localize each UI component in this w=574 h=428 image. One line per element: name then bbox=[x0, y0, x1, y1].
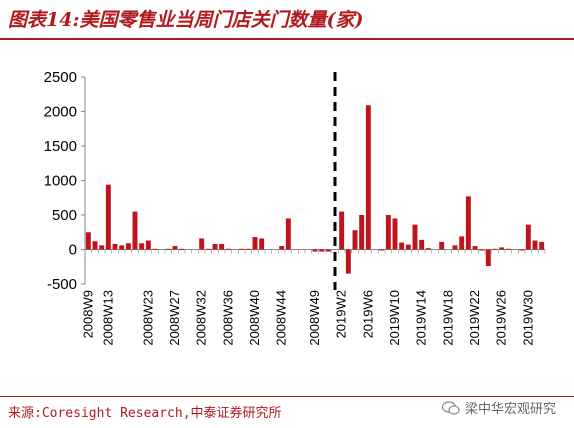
watermark: 梁中华宏观研究 bbox=[441, 398, 556, 417]
bar bbox=[379, 249, 385, 251]
y-tick-label: -500 bbox=[47, 276, 77, 293]
bar bbox=[145, 240, 151, 250]
bar bbox=[92, 241, 98, 250]
source-note: 来源:Coresight Research,中泰证券研究所 bbox=[8, 406, 282, 421]
title-bar: 图表14:美国零售业当周门店关门数量(家) bbox=[0, 0, 574, 40]
bar bbox=[105, 184, 111, 250]
bar bbox=[519, 249, 525, 251]
bar bbox=[479, 249, 485, 251]
x-tick-label: 2019W14 bbox=[414, 290, 429, 346]
bar bbox=[259, 238, 265, 250]
bar bbox=[385, 215, 391, 250]
bar-chart: -500 0 500 1000 1500 2000 2500 2008W9 2008W13 200… bbox=[44, 69, 546, 346]
bar bbox=[325, 249, 331, 252]
x-tick-label: 2008W40 bbox=[247, 290, 262, 346]
bar bbox=[219, 243, 225, 250]
bar bbox=[285, 218, 291, 250]
bar bbox=[152, 248, 158, 250]
bar bbox=[439, 241, 445, 250]
bar bbox=[412, 224, 418, 250]
bar bbox=[172, 246, 178, 250]
x-tick-label: 2008W49 bbox=[307, 290, 322, 346]
y-tick-label: 500 bbox=[52, 207, 77, 224]
bar bbox=[539, 241, 545, 250]
x-tick-label: 2008W36 bbox=[220, 290, 235, 346]
bar bbox=[505, 248, 511, 250]
bar bbox=[319, 249, 325, 252]
bar bbox=[525, 224, 531, 250]
bar bbox=[239, 248, 245, 250]
bar bbox=[352, 230, 358, 250]
bar bbox=[132, 211, 138, 250]
y-tick-label: 2000 bbox=[44, 104, 77, 121]
x-tick-label: 2019W10 bbox=[387, 290, 402, 346]
bar bbox=[112, 243, 118, 250]
x-tick-label: 2019W30 bbox=[520, 290, 535, 346]
bar bbox=[339, 211, 345, 250]
bar bbox=[459, 236, 465, 250]
x-tick-label: 2008W13 bbox=[100, 290, 115, 346]
bar bbox=[392, 218, 398, 250]
x-tick-label: 2008W9 bbox=[80, 290, 95, 338]
x-tick-label: 2008W44 bbox=[274, 290, 289, 346]
x-tick-label: 2019W6 bbox=[360, 290, 375, 338]
footer-divider bbox=[0, 396, 574, 397]
bar bbox=[139, 243, 145, 250]
bar bbox=[419, 239, 425, 250]
bar bbox=[472, 246, 478, 250]
y-tick-label: 2500 bbox=[44, 69, 77, 86]
y-tick-label: 0 bbox=[69, 242, 77, 259]
y-tick-label: 1000 bbox=[44, 173, 77, 190]
bar bbox=[252, 237, 258, 250]
bar bbox=[125, 243, 131, 250]
bar bbox=[165, 248, 171, 250]
bar bbox=[365, 105, 371, 250]
x-tick-label: 2019W22 bbox=[467, 290, 482, 346]
x-tick-label: 2008W32 bbox=[194, 290, 209, 346]
bar bbox=[99, 245, 105, 250]
bar bbox=[212, 243, 218, 250]
bar bbox=[485, 249, 491, 267]
x-tick-label: 2008W27 bbox=[167, 290, 182, 346]
y-tick-label: 1500 bbox=[44, 138, 77, 155]
x-tick-label: 2019W26 bbox=[494, 290, 509, 346]
bar bbox=[199, 238, 205, 250]
x-tick-label: 2019W2 bbox=[334, 290, 349, 338]
wechat-icon bbox=[441, 400, 460, 415]
bar bbox=[119, 245, 125, 250]
bar bbox=[312, 249, 318, 252]
bar bbox=[405, 244, 411, 250]
bar bbox=[452, 245, 458, 250]
bar bbox=[85, 232, 91, 250]
bar bbox=[465, 196, 471, 250]
bar bbox=[245, 248, 251, 250]
x-tick-label: 2019W18 bbox=[440, 290, 455, 346]
bar bbox=[225, 248, 231, 250]
bar bbox=[345, 249, 351, 274]
bar bbox=[532, 240, 538, 250]
chart-title: 图表14:美国零售业当周门店关门数量(家) bbox=[8, 9, 364, 31]
bar bbox=[425, 248, 431, 250]
bar bbox=[399, 242, 405, 250]
bar bbox=[205, 248, 211, 250]
bar bbox=[179, 248, 185, 250]
x-tick-label: 2008W23 bbox=[140, 290, 155, 346]
bar bbox=[359, 215, 365, 250]
watermark-label: 梁中华宏观研究 bbox=[464, 402, 556, 417]
bar bbox=[492, 248, 498, 250]
bar bbox=[499, 247, 505, 250]
bar bbox=[279, 246, 285, 250]
